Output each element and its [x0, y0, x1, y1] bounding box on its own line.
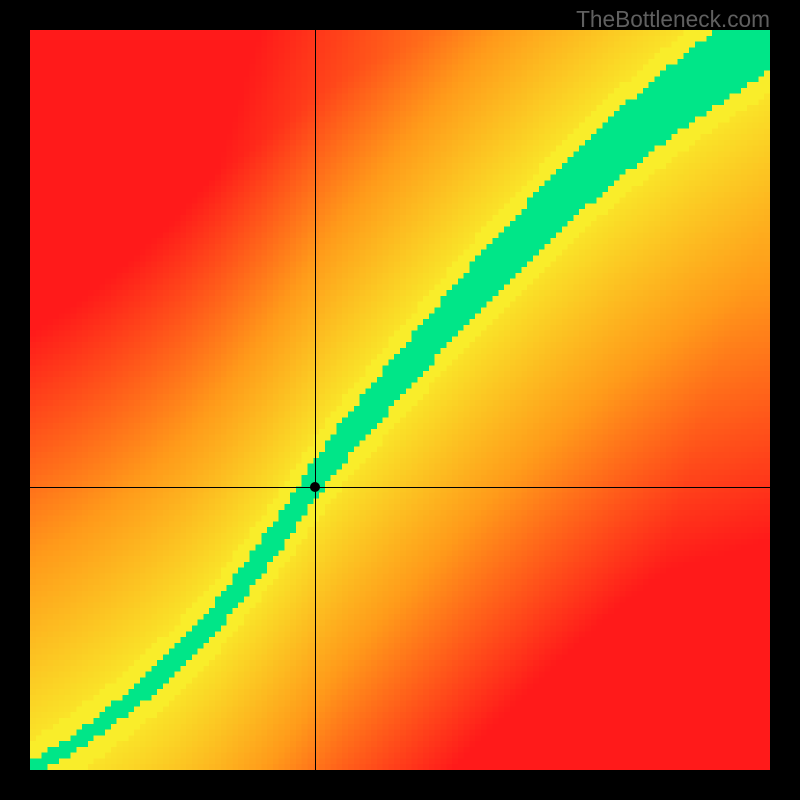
- crosshair-vertical: [315, 30, 316, 770]
- watermark-text: TheBottleneck.com: [576, 6, 770, 33]
- plot-area: [30, 30, 770, 770]
- crosshair-horizontal: [30, 487, 770, 488]
- heatmap-canvas: [30, 30, 770, 770]
- marker-dot: [310, 482, 320, 492]
